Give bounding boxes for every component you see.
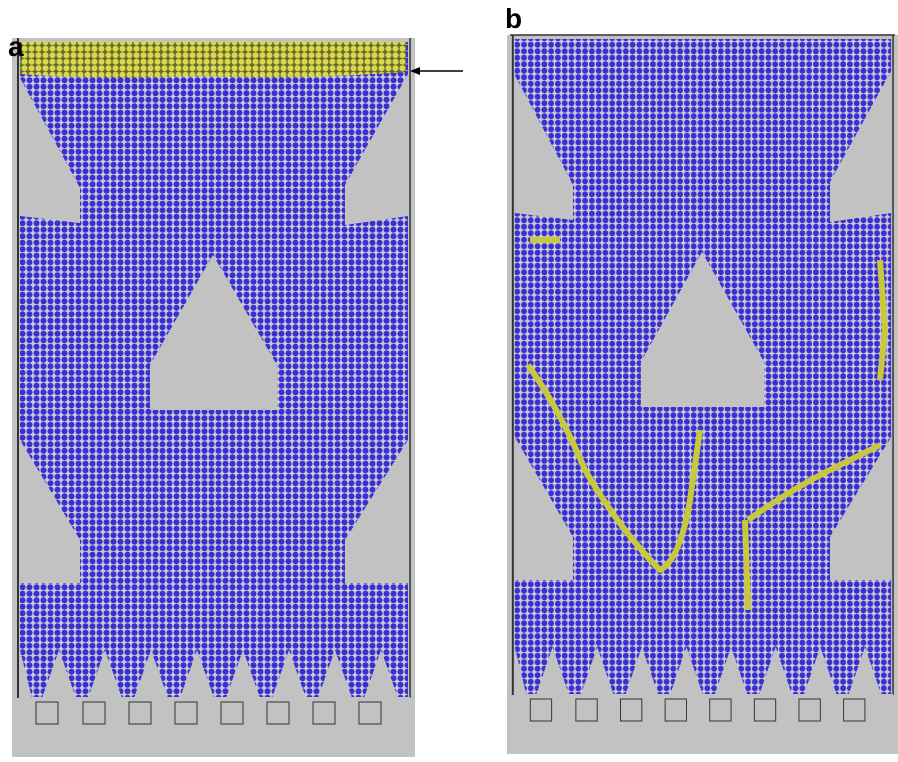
panel-label: b — [505, 3, 522, 34]
panel-label: a — [8, 31, 24, 62]
figure: a b — [0, 0, 898, 757]
tracer-layer — [20, 42, 406, 78]
panel-a: a — [8, 31, 463, 757]
panel-b: b — [505, 3, 898, 754]
